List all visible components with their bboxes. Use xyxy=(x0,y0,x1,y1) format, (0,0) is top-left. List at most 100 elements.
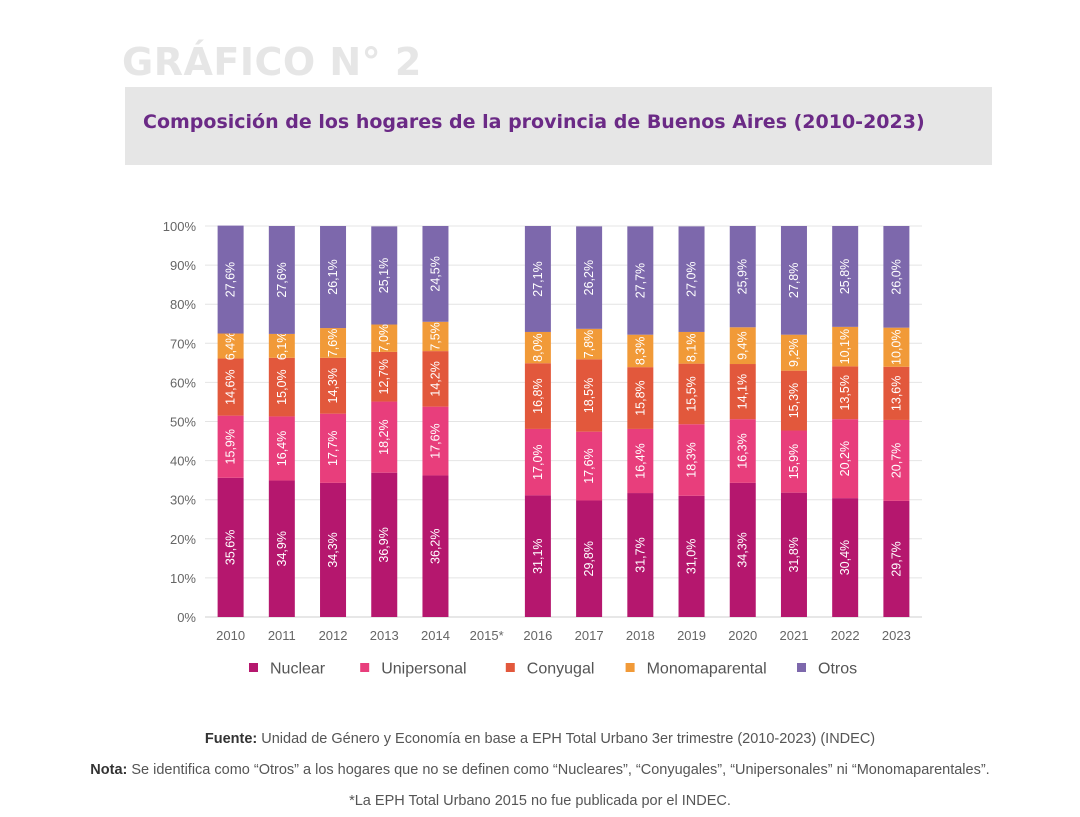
data-label: 7,6% xyxy=(326,329,340,358)
bar-segment-otros xyxy=(832,226,859,327)
bar-segment-nuclear xyxy=(217,477,244,617)
bar-segment-nuclear xyxy=(371,472,398,617)
y-tick-label: 100% xyxy=(163,219,197,234)
x-tick-label: 2013 xyxy=(370,628,399,643)
data-label: 26,1% xyxy=(326,259,340,294)
bar-segment-otros xyxy=(883,226,910,328)
bar-segment-unipersonal xyxy=(268,416,295,481)
data-label: 6,4% xyxy=(224,332,238,361)
data-label: 18,2% xyxy=(377,419,391,454)
x-tick-label: 2018 xyxy=(626,628,655,643)
x-tick-label: 2023 xyxy=(882,628,911,643)
y-tick-label: 60% xyxy=(170,375,196,390)
data-label: 14,3% xyxy=(326,368,340,403)
chart-number-heading: GRÁFICO N° 2 xyxy=(122,40,422,84)
bar-segment-monomaparental xyxy=(832,326,859,367)
data-label: 34,3% xyxy=(736,532,750,567)
bar-segment-conyugal xyxy=(371,351,398,402)
bar-segment-monomaparental xyxy=(678,331,705,364)
data-label: 31,0% xyxy=(685,539,699,574)
data-label: 9,4% xyxy=(736,331,750,360)
data-label: 16,4% xyxy=(275,431,289,466)
bar-segment-conyugal xyxy=(524,363,551,429)
legend-swatch-otros xyxy=(797,663,806,672)
x-tick-label: 2010 xyxy=(216,628,245,643)
data-label: 14,2% xyxy=(428,361,442,396)
data-label: 8,0% xyxy=(531,333,545,362)
bar-segment-otros xyxy=(217,225,244,334)
data-label: 26,0% xyxy=(889,259,903,294)
data-label: 36,9% xyxy=(377,527,391,562)
bar-segment-monomaparental xyxy=(883,327,910,367)
data-label: 15,0% xyxy=(275,369,289,404)
x-tick-label: 2020 xyxy=(728,628,757,643)
bar-segment-conyugal xyxy=(268,357,295,417)
data-label: 25,1% xyxy=(377,258,391,293)
bar-segment-monomaparental xyxy=(729,327,756,365)
data-label: 20,7% xyxy=(889,443,903,478)
bar-segment-otros xyxy=(422,226,449,322)
legend-swatch-monomaparental xyxy=(625,663,635,672)
data-label: 27,6% xyxy=(275,262,289,297)
bar-segment-monomaparental xyxy=(422,321,449,352)
bar-segment-conyugal xyxy=(729,364,756,420)
bar-segment-monomaparental xyxy=(627,334,654,368)
x-tick-label: 2011 xyxy=(268,628,296,643)
y-tick-label: 70% xyxy=(170,336,196,351)
data-label: 14,1% xyxy=(736,374,750,409)
data-label: 16,3% xyxy=(736,433,750,468)
bar-segment-monomaparental xyxy=(524,331,551,364)
y-tick-label: 30% xyxy=(170,493,196,508)
data-label: 27,7% xyxy=(633,263,647,298)
x-tick-label: 2014 xyxy=(421,628,450,643)
x-tick-label: 2019 xyxy=(677,628,706,643)
data-label: 27,1% xyxy=(531,261,545,296)
bar-segment-unipersonal xyxy=(678,424,705,496)
bar-segment-unipersonal xyxy=(627,428,654,494)
y-tick-label: 40% xyxy=(170,454,196,469)
bar-segment-monomaparental xyxy=(268,333,295,358)
data-label: 17,6% xyxy=(428,423,442,458)
source-label: Fuente: xyxy=(204,731,258,747)
data-label: 27,0% xyxy=(685,261,699,296)
bar-segment-unipersonal xyxy=(422,406,449,476)
y-tick-label: 90% xyxy=(170,258,196,273)
data-label: 17,0% xyxy=(531,444,545,479)
data-label: 24,5% xyxy=(428,256,442,291)
data-label: 35,6% xyxy=(224,530,238,565)
data-label: 25,8% xyxy=(838,259,852,294)
data-label: 18,5% xyxy=(582,378,596,413)
bar-segment-nuclear xyxy=(678,495,705,617)
bar-segment-conyugal xyxy=(627,367,654,429)
data-label: 15,8% xyxy=(633,380,647,415)
x-tick-label: 2015* xyxy=(470,628,504,643)
bar-segment-unipersonal xyxy=(832,419,859,499)
bar-segment-unipersonal xyxy=(371,401,398,473)
bar-segment-unipersonal xyxy=(883,419,910,501)
y-tick-label: 20% xyxy=(170,532,196,547)
data-label: 13,6% xyxy=(889,376,903,411)
bar-segment-unipersonal xyxy=(524,428,551,496)
bar-segment-monomaparental xyxy=(320,328,347,358)
y-tick-label: 0% xyxy=(177,610,196,625)
note-label: Nota: xyxy=(90,762,128,778)
bar-segment-nuclear xyxy=(422,475,449,617)
data-label: 31,8% xyxy=(787,537,801,572)
bar-segment-otros xyxy=(729,226,756,328)
legend-label-unipersonal: Unipersonal xyxy=(381,661,466,678)
note-line: Nota: Se identifica como “Otros” a los h… xyxy=(0,762,1080,778)
y-tick-label: 80% xyxy=(170,297,196,312)
bar-segment-nuclear xyxy=(524,495,551,617)
source-text: Unidad de Género y Economía en base a EP… xyxy=(261,731,876,747)
bar-segment-monomaparental xyxy=(780,334,807,371)
bar-segment-nuclear xyxy=(268,480,295,617)
data-label: 25,9% xyxy=(736,259,750,294)
bar-segment-monomaparental xyxy=(371,324,398,352)
data-label: 18,3% xyxy=(685,442,699,477)
data-label: 15,9% xyxy=(787,444,801,479)
x-tick-label: 2017 xyxy=(575,628,604,643)
bar-segment-conyugal xyxy=(780,370,807,431)
data-label: 17,7% xyxy=(326,431,340,466)
x-tick-label: 2012 xyxy=(319,628,348,643)
bar-segment-otros xyxy=(371,226,398,325)
